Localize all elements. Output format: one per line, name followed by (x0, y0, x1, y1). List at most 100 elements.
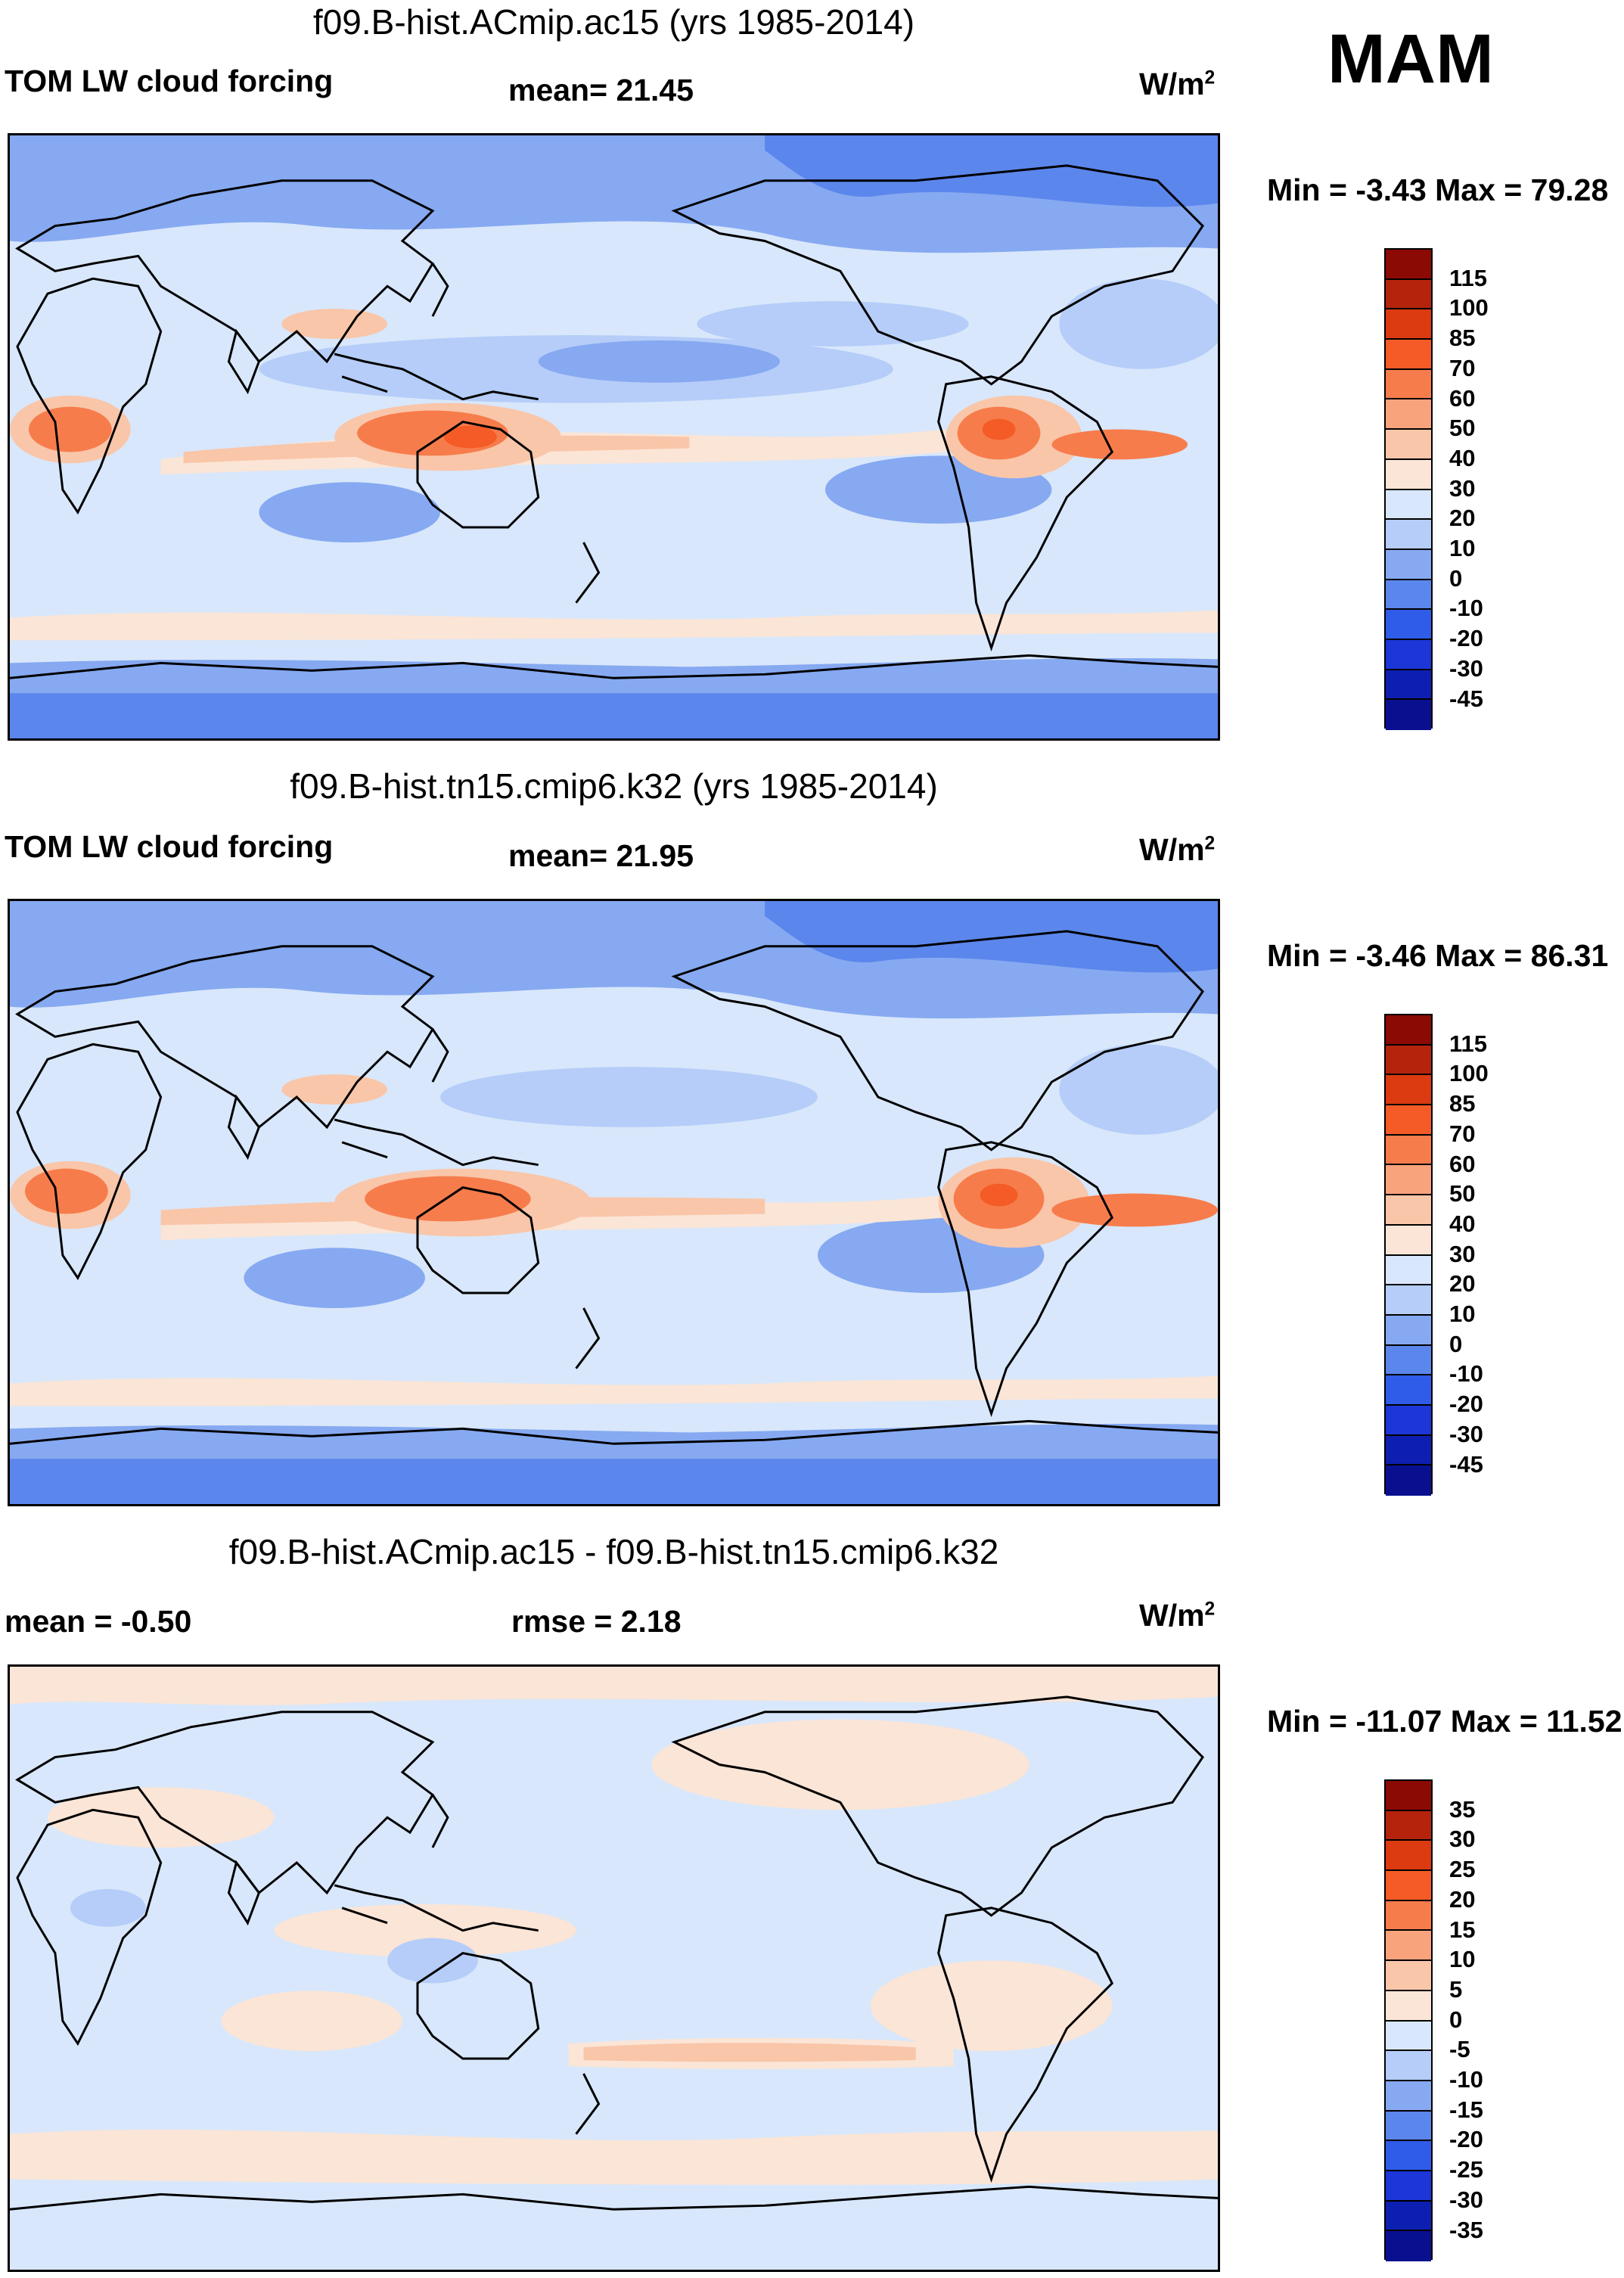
colorbar-swatch (1386, 1991, 1431, 2022)
colorbar-tick-label: 30 (1449, 1826, 1476, 1853)
colorbar-tick-label: 10 (1449, 1301, 1476, 1327)
colorbar-swatch (1386, 580, 1431, 611)
colorbar-swatch (1386, 369, 1431, 400)
colorbar-swatch (1386, 1841, 1431, 1872)
colorbar-swatch (1386, 2051, 1431, 2081)
colorbar-swatch (1386, 1375, 1431, 1406)
colorbar-swatch (1386, 399, 1431, 430)
panel1-minmax: Min = -3.43 Max = 79.28 (1267, 172, 1609, 207)
panel3-colorbar (1384, 1779, 1433, 2261)
colorbar-swatch (1386, 489, 1431, 521)
colorbar-tick-label: 40 (1449, 444, 1476, 471)
colorbar-tick-label: 0 (1449, 2006, 1463, 2033)
panel1-colorbar (1384, 248, 1433, 730)
colorbar-tick-label: 0 (1449, 564, 1463, 592)
colorbar-swatch (1386, 1315, 1431, 1346)
colorbar-swatch (1386, 1135, 1431, 1166)
colorbar-swatch (1386, 279, 1431, 310)
colorbar-swatch (1386, 1345, 1431, 1376)
colorbar-swatch (1386, 459, 1431, 490)
colorbar-tick-label: 70 (1449, 1120, 1476, 1147)
colorbar-tick-label: -25 (1449, 2156, 1483, 2183)
panel3-units: W/m2 (1139, 1598, 1216, 1633)
colorbar-tick-label: -30 (1449, 654, 1483, 682)
colorbar-tick-label: 85 (1449, 325, 1476, 352)
colorbar-swatch (1386, 670, 1431, 701)
colorbar-swatch (1386, 1810, 1431, 1841)
colorbar-swatch (1386, 2171, 1431, 2202)
panel2-mean-label: mean= 21.95 (508, 838, 694, 873)
colorbar-swatch (1386, 700, 1431, 730)
panel1-units: W/m2 (1139, 67, 1216, 101)
colorbar-swatch (1386, 1931, 1431, 1962)
colorbar-tick-label: -20 (1449, 2126, 1483, 2153)
colorbar-tick-label: 115 (1449, 264, 1488, 291)
colorbar-tick-label: 20 (1449, 1270, 1476, 1297)
panel2-title: f09.B-hist.tn15.cmip6.k32 (yrs 1985-2014… (290, 766, 938, 806)
colorbar-tick-label: 30 (1449, 1240, 1476, 1267)
colorbar-swatch (1386, 1961, 1431, 1991)
colorbar-swatch (1386, 1105, 1431, 1136)
colorbar-tick-label: 100 (1449, 1060, 1489, 1087)
colorbar-tick-label: -20 (1449, 1391, 1483, 1418)
colorbar-tick-label: 60 (1449, 1150, 1476, 1177)
colorbar-swatch (1386, 1285, 1431, 1316)
season-label: MAM (1327, 20, 1494, 98)
colorbar-swatch (1386, 1465, 1431, 1496)
colorbar-swatch (1386, 639, 1431, 670)
colorbar-tick-label: -20 (1449, 625, 1483, 652)
colorbar-swatch (1386, 1900, 1431, 1931)
panel2-map (8, 899, 1220, 1506)
colorbar-tick-label: 115 (1449, 1030, 1488, 1057)
panel1-variable-label: TOM LW cloud forcing (5, 64, 334, 98)
colorbar-tick-label: 5 (1449, 1975, 1463, 2003)
colorbar-tick-label: -10 (1449, 595, 1483, 622)
colorbar-tick-label: -10 (1449, 1360, 1483, 1388)
colorbar-tick-label: 10 (1449, 535, 1476, 561)
panel2-minmax: Min = -3.46 Max = 86.31 (1267, 938, 1609, 973)
colorbar-swatch (1386, 340, 1431, 370)
panel3-map (8, 1664, 1220, 2272)
colorbar-swatch (1386, 1871, 1431, 1901)
colorbar-tick-label: 70 (1449, 354, 1476, 381)
colorbar-swatch (1386, 1075, 1431, 1106)
colorbar-swatch (1386, 309, 1431, 340)
colorbar-tick-label: 25 (1449, 1856, 1476, 1883)
colorbar-tick-label: -10 (1449, 2066, 1483, 2093)
colorbar-tick-label: 85 (1449, 1090, 1476, 1117)
colorbar-tick-label: -30 (1449, 2186, 1483, 2213)
colorbar-tick-label: 20 (1449, 505, 1476, 532)
colorbar-swatch (1386, 1405, 1431, 1436)
colorbar-tick-label: 15 (1449, 1916, 1476, 1943)
panel2-colorbar (1384, 1014, 1433, 1496)
colorbar-swatch (1386, 1045, 1431, 1076)
colorbar-tick-label: 30 (1449, 474, 1476, 502)
colorbar-tick-label: 50 (1449, 1180, 1476, 1207)
colorbar-swatch (1386, 2021, 1431, 2052)
colorbar-swatch (1386, 250, 1431, 280)
colorbar-tick-label: 20 (1449, 1885, 1476, 1913)
colorbar-tick-label: 0 (1449, 1330, 1463, 1357)
panel1-title: f09.B-hist.ACmip.ac15 (yrs 1985-2014) (312, 2, 915, 42)
colorbar-swatch (1386, 2141, 1431, 2171)
colorbar-swatch (1386, 1255, 1431, 1286)
panel1-map (8, 133, 1220, 741)
colorbar-swatch (1386, 1165, 1431, 1196)
panel2-units: W/m2 (1139, 832, 1216, 867)
colorbar-tick-label: 10 (1449, 1946, 1476, 1973)
colorbar-tick-label: 40 (1449, 1210, 1476, 1237)
panel3-minmax: Min = -11.07 Max = 11.52 (1267, 1704, 1622, 1739)
colorbar-tick-label: -45 (1449, 685, 1483, 712)
colorbar-swatch (1386, 2201, 1431, 2232)
colorbar-tick-label: 60 (1449, 384, 1476, 412)
panel1-mean-label: mean= 21.45 (508, 73, 694, 107)
colorbar-swatch (1386, 2081, 1431, 2112)
colorbar-tick-label: -45 (1449, 1450, 1483, 1478)
colorbar-tick-label: -35 (1449, 2216, 1483, 2243)
colorbar-swatch (1386, 1195, 1431, 1226)
colorbar-tick-label: 35 (1449, 1795, 1476, 1823)
colorbar-swatch (1386, 430, 1431, 460)
colorbar-swatch (1386, 1225, 1431, 1256)
panel2-variable-label: TOM LW cloud forcing (5, 829, 334, 864)
colorbar-tick-label: -5 (1449, 2036, 1470, 2063)
